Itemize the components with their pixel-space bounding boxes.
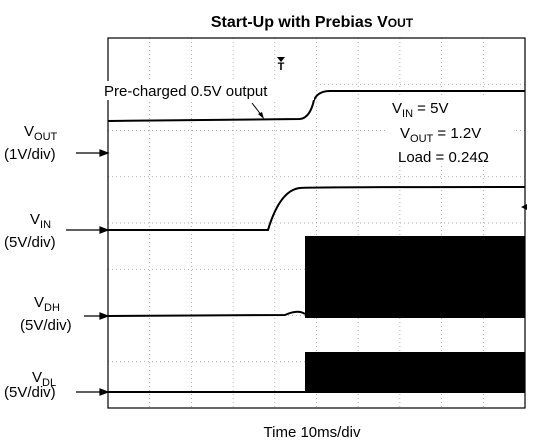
- ch-scale: (5V/div): [20, 317, 72, 334]
- vin-trace: [108, 186, 526, 231]
- condition: VIN = 5V: [392, 100, 448, 120]
- ch-name: VIN: [30, 211, 51, 231]
- trigger-arrow: [277, 57, 285, 62]
- ch-name: VDH: [34, 294, 60, 314]
- text-part: = 1.2V: [433, 125, 481, 142]
- text-part: V: [34, 294, 44, 311]
- x-label: Time 10ms/div: [264, 424, 361, 441]
- ch-scale: (5V/div): [4, 234, 56, 251]
- vdl-switching: [305, 352, 525, 393]
- text-part: V: [32, 369, 42, 386]
- text-part: OUT: [34, 131, 58, 143]
- text-part: Load = 0.24Ω: [398, 149, 489, 166]
- text-part: OUT: [410, 133, 434, 145]
- ch-scale: (1V/div): [4, 146, 56, 163]
- level-marker: [521, 204, 527, 210]
- text-part: IN: [402, 108, 413, 120]
- text-part: V: [392, 100, 402, 117]
- label-bg: [102, 81, 314, 100]
- text-part: V: [400, 125, 410, 142]
- text-part: = 5V: [413, 100, 448, 117]
- text-part: V: [30, 211, 40, 228]
- ch-scale: (5V/div): [4, 384, 56, 401]
- channel-labels: VOUT (1V/div) VIN (5V/div) VDH (5V/div) …: [4, 123, 72, 401]
- condition: Load = 0.24Ω: [398, 149, 489, 166]
- text-part: DL: [42, 377, 56, 389]
- condition: VOUT = 1.2V: [400, 125, 481, 145]
- screen-border: [107, 37, 526, 409]
- ch-name: VDL: [32, 369, 56, 389]
- title: Start-Up with Prebias VOUT: [211, 14, 414, 31]
- ch-name: VOUT: [24, 123, 58, 143]
- precharge-label: Pre-charged 0.5V output: [104, 83, 268, 100]
- vdh-switching: [305, 236, 525, 318]
- precharge-arrowhead: [258, 112, 264, 119]
- conditions-bg: [385, 96, 515, 166]
- vdh-trace: [107, 310, 306, 317]
- text-part: V: [24, 123, 34, 140]
- text-part: IN: [40, 219, 51, 231]
- channel-arrows: [66, 149, 110, 396]
- title-text: Start-Up with Prebias V: [211, 14, 388, 31]
- title-sub: OUT: [388, 16, 414, 30]
- trigger-marker: T: [278, 61, 285, 73]
- text-part: DH: [44, 302, 60, 314]
